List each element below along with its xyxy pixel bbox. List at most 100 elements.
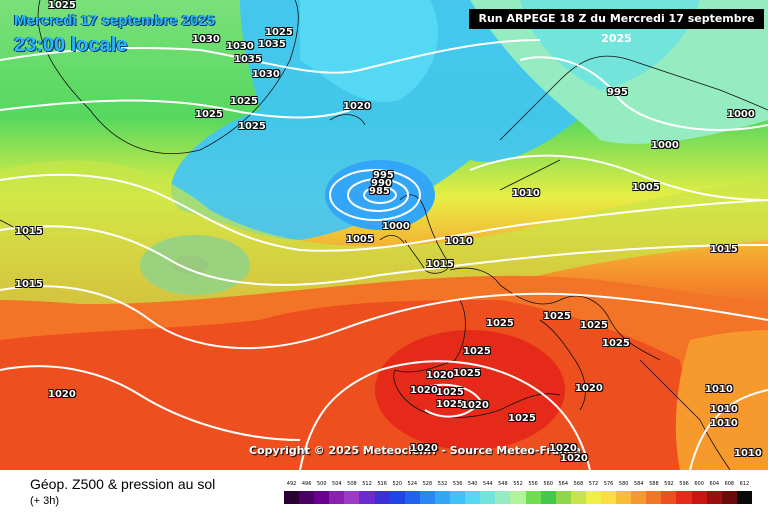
isobar-label: 1025 [436, 399, 464, 410]
isobar-label: 1015 [15, 226, 43, 237]
scale-swatch [450, 491, 466, 504]
scale-tick-label: 592 [664, 481, 674, 487]
copyright-label: Copyright © 2025 Meteociel.fr - Source M… [249, 444, 582, 457]
isobar-label: 1020 [410, 443, 438, 454]
scale-swatch [434, 491, 451, 504]
scale-tick-label: 588 [649, 481, 659, 487]
map-canvas [0, 0, 768, 470]
isobar-label: 995 [607, 87, 628, 98]
scale-swatch [721, 491, 737, 504]
scale-swatch [525, 491, 541, 504]
isobar-label: 1015 [710, 244, 738, 255]
scale-swatch [314, 491, 330, 504]
isobar-label: 1025 [486, 318, 514, 329]
color-scale-bar [284, 491, 752, 504]
scale-tick-label: 576 [603, 481, 614, 487]
isobars [0, 39, 768, 470]
scale-swatch [540, 491, 556, 504]
isobar-label: 1020 [426, 370, 454, 381]
scale-swatch [374, 491, 390, 504]
time-label: 23:00 locale [14, 34, 128, 56]
scale-tick-label: 492 [286, 481, 297, 487]
isobar-label: 1025 [580, 320, 608, 331]
scale-swatch [691, 491, 707, 504]
isobar-label: 1015 [426, 259, 454, 270]
legend-subtitle: (+ 3h) [30, 495, 60, 507]
scale-tick-label: 496 [301, 481, 312, 487]
isobar-label: 1030 [226, 41, 254, 52]
legend-footer: Géop. Z500 & pression au sol (+ 3h) 492 4… [0, 470, 768, 512]
scale-tick-label: 564 [558, 481, 569, 487]
isobar-label: 1025 [238, 121, 266, 132]
scale-tick-label: 520 [392, 481, 402, 487]
scale-tick-label: 600 [694, 481, 704, 487]
scale-swatch [676, 491, 692, 504]
isobar-label: 1010 [710, 404, 738, 415]
scale-swatch [299, 491, 315, 504]
isobar-label: 1020 [48, 389, 76, 400]
scale-tick-label: 512 [362, 481, 372, 487]
scale-swatch [555, 491, 571, 504]
scale-tick-label: 528 [422, 481, 433, 487]
scale-swatch [465, 491, 481, 504]
isobar-label: 1030 [252, 69, 280, 80]
isobar-label: 990 [371, 178, 392, 189]
scale-swatch [284, 491, 300, 504]
scale-tick-label: 612 [739, 481, 750, 487]
isobar-label: 1020 [575, 383, 603, 394]
scale-tick-label: 508 [347, 481, 357, 487]
isobar-label: 1025 [602, 338, 630, 349]
balkans-field [675, 330, 768, 470]
scale-tick-label: 540 [467, 481, 478, 487]
isobar-label: 1020 [410, 385, 438, 396]
isobar-label: 1035 [258, 39, 286, 50]
trough-cyan [300, 0, 439, 102]
isobar-label: 1025 [436, 387, 464, 398]
isobar-label: 985 [369, 186, 390, 197]
scale-swatch [404, 491, 420, 504]
isobar-label: 1020 [549, 443, 577, 454]
scale-swatch [389, 491, 405, 504]
isobar-label: 1025 [543, 311, 571, 322]
scale-swatch [510, 491, 526, 504]
scale-tick-label: 536 [452, 481, 463, 487]
scale-swatch [600, 491, 617, 504]
color-scale-labels: 492 496 500 504 508 512 516 520 524 528 532 536 540 5… [284, 481, 752, 490]
weather-map: Mercredi 17 septembre 2025 23:00 locale … [0, 0, 768, 470]
isobar-label: 1010 [512, 188, 540, 199]
scale-tick-label: 568 [573, 481, 584, 487]
scale-tick-label: 560 [543, 481, 553, 487]
isobar-label: 1010 [705, 384, 733, 395]
isobar-label: 1005 [632, 182, 660, 193]
scale-swatch [570, 491, 586, 504]
trough-blue [171, 0, 610, 240]
isobar-label: 1025 [230, 96, 258, 107]
isobar-label: 995 [373, 170, 394, 181]
scale-tick-label: 596 [679, 481, 689, 487]
scale-swatch [495, 491, 511, 504]
scale-tick-label: 532 [437, 481, 448, 487]
isobar-label: 1025 [453, 368, 481, 379]
scale-tick-label: 580 [618, 481, 629, 487]
scale-tick-label: 500 [316, 481, 327, 487]
isobar-label: 1025 [508, 413, 536, 424]
ridge-yellow [0, 160, 768, 310]
isobar-label: 1025 [463, 346, 491, 357]
scale-swatch [706, 491, 722, 504]
scale-swatch [359, 491, 375, 504]
scale-tick-label: 552 [513, 481, 523, 487]
isobar-label: 1010 [734, 448, 762, 459]
isobar-label: 1020 [343, 101, 371, 112]
scale-swatch [736, 491, 752, 504]
isobar-label: 1035 [234, 54, 262, 65]
scale-tick-label: 516 [377, 481, 387, 487]
scale-swatch [329, 491, 345, 504]
coastlines [0, 0, 768, 470]
scale-swatch [646, 491, 662, 504]
color-scale: 492 496 500 504 508 512 516 520 524 528 532 536 540 5… [284, 481, 752, 504]
scale-tick-label: 548 [498, 481, 508, 487]
scale-tick-label: 544 [483, 481, 493, 487]
scale-swatch [661, 491, 677, 504]
isobar-label: 1025 [195, 109, 223, 120]
isobar-label: 1025 [265, 27, 293, 38]
